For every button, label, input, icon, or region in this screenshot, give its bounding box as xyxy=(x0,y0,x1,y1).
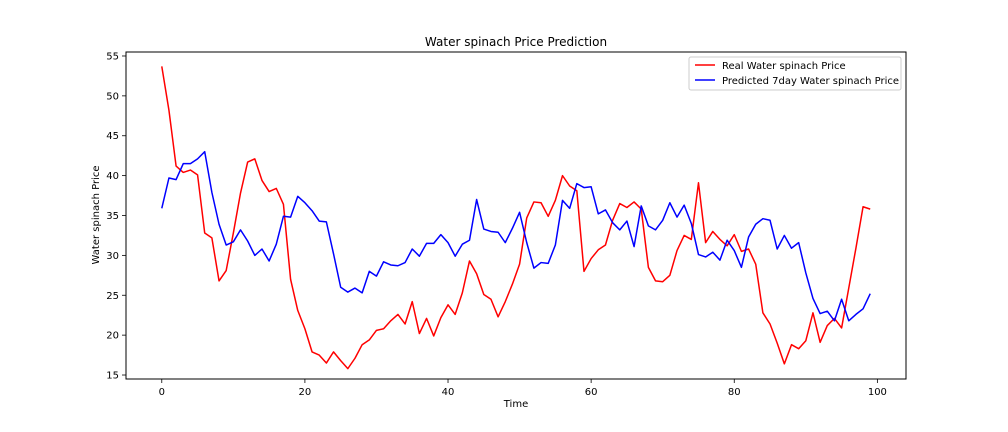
y-tick-label: 35 xyxy=(106,211,119,222)
x-tick-label: 80 xyxy=(728,387,741,398)
x-tick-label: 60 xyxy=(585,387,598,398)
y-tick-label: 40 xyxy=(106,171,119,182)
x-tick-label: 20 xyxy=(299,387,312,398)
y-tick-label: 30 xyxy=(106,251,119,262)
y-axis-label: Water spinach Price xyxy=(91,166,102,265)
legend-label-predicted: Predicted 7day Water spinach Price xyxy=(722,76,899,87)
x-axis: 0 20 40 60 80 100 xyxy=(159,379,887,398)
legend: Real Water spinach Price Predicted 7day … xyxy=(688,56,902,91)
y-tick-label: 25 xyxy=(106,291,119,302)
x-axis-label: Time xyxy=(503,399,528,410)
y-tick-label: 20 xyxy=(106,331,119,342)
y-tick-label: 55 xyxy=(106,51,119,62)
x-tick-label: 40 xyxy=(442,387,455,398)
plot-background xyxy=(126,52,906,379)
plot-frame xyxy=(125,51,907,380)
series-line-predicted xyxy=(161,150,871,322)
x-tick-label: 100 xyxy=(868,387,887,398)
x-tick-label: 0 xyxy=(159,387,165,398)
y-tick-label: 15 xyxy=(106,371,119,382)
series-line-real xyxy=(161,66,871,370)
chart-title: Water spinach Price Prediction xyxy=(425,35,607,49)
legend-box xyxy=(688,56,902,91)
y-tick-label: 45 xyxy=(106,131,119,142)
series-layer xyxy=(161,66,871,370)
legend-label-real: Real Water spinach Price xyxy=(722,61,846,72)
y-tick-label: 50 xyxy=(106,91,119,102)
y-axis: 15 20 25 30 35 40 45 50 55 xyxy=(106,51,126,382)
